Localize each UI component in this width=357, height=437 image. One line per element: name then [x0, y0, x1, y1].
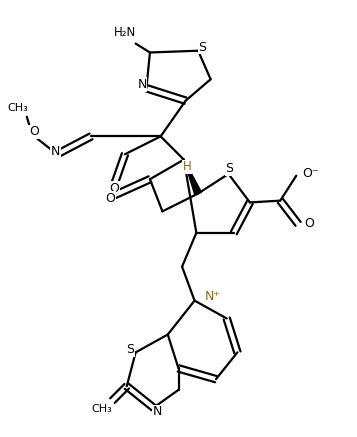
- Text: O: O: [29, 125, 39, 138]
- Text: N: N: [153, 406, 162, 419]
- Text: S: S: [198, 41, 206, 54]
- Text: O: O: [109, 182, 119, 194]
- Text: O: O: [305, 217, 315, 230]
- Text: N: N: [51, 145, 60, 158]
- Text: O: O: [106, 192, 116, 205]
- Text: S: S: [126, 343, 134, 356]
- Text: N: N: [137, 78, 147, 91]
- Text: N⁺: N⁺: [205, 290, 221, 303]
- Text: CH₃: CH₃: [91, 405, 112, 415]
- Text: H: H: [183, 160, 192, 173]
- Polygon shape: [184, 160, 201, 195]
- Text: O⁻: O⁻: [303, 167, 319, 180]
- Text: CH₃: CH₃: [7, 103, 28, 113]
- Text: H₂N: H₂N: [114, 26, 136, 39]
- Text: S: S: [225, 162, 233, 175]
